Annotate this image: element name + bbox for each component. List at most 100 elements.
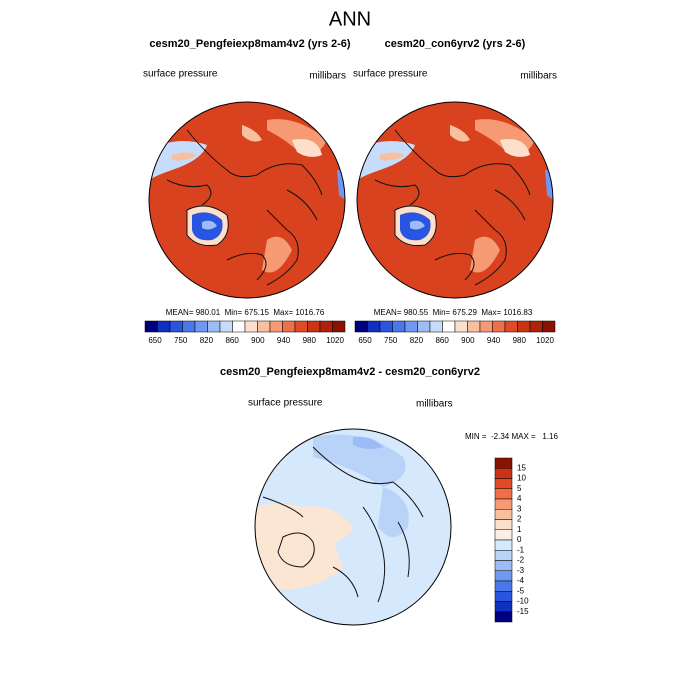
- colorbar-label: 2: [517, 515, 522, 524]
- colorbar: 650 750 820 860 900 940 980 1020: [354, 320, 556, 345]
- stats: MEAN= 980.55 Min= 675.29 Max= 1016.83: [374, 308, 533, 317]
- colorbar-label: 900: [251, 336, 265, 345]
- colorbar-box: [494, 570, 513, 582]
- colorbar-box: [379, 320, 393, 333]
- map: [255, 429, 451, 625]
- units-label: millibars: [309, 71, 346, 82]
- colorbar-box: [367, 320, 381, 333]
- figure-title: ANN: [329, 8, 371, 30]
- panel-title: cesm20_con6yrv2 (yrs 2-6): [385, 38, 526, 50]
- colorbar-box: [529, 320, 543, 333]
- colorbar-box: [332, 320, 346, 333]
- colorbar-box: [494, 601, 513, 612]
- colorbar-box: [169, 320, 183, 333]
- units-label: millibars: [520, 71, 557, 82]
- units-label: millibars: [416, 399, 453, 410]
- colorbar-box: [442, 320, 456, 333]
- colorbar-label: 0: [517, 535, 522, 544]
- colorbar-box: [194, 320, 208, 333]
- colorbar-box: [294, 320, 308, 333]
- colorbar-label: 860: [435, 336, 449, 345]
- colorbar-box: [494, 488, 513, 500]
- colorbar-box: [354, 320, 368, 333]
- colorbar-box: [494, 591, 513, 602]
- colorbar-box: [232, 320, 246, 333]
- colorbar-label: 650: [148, 336, 162, 345]
- colorbar-box: [494, 580, 513, 592]
- colorbar-box: [157, 320, 171, 333]
- colorbar-label: 1020: [536, 336, 554, 345]
- colorbar-box: [494, 498, 513, 510]
- colorbar-box: [517, 320, 531, 333]
- map: [149, 102, 345, 298]
- stats: MIN = -2.34 MAX = 1.16: [465, 432, 558, 441]
- colorbar-box: [182, 320, 196, 333]
- colorbar-box: [494, 611, 513, 623]
- colorbar-box: [504, 320, 518, 333]
- colorbar-box: [417, 320, 431, 333]
- colorbar-label: 980: [513, 336, 527, 345]
- colorbar-label: 5: [517, 484, 522, 493]
- variable-label: surface pressure: [248, 398, 323, 409]
- colorbar-label: 650: [358, 336, 372, 345]
- colorbar-box: [244, 320, 258, 333]
- panel-title: cesm20_Pengfeiexp8mam4v2 (yrs 2-6): [149, 38, 351, 50]
- colorbar-label: 750: [174, 336, 188, 345]
- colorbar-box: [392, 320, 406, 333]
- colorbar-box: [269, 320, 283, 333]
- colorbar-label: 3: [517, 504, 522, 513]
- colorbar-box: [494, 509, 513, 520]
- colorbar-label: 940: [277, 336, 291, 345]
- colorbar-label: 1: [517, 525, 522, 534]
- colorbar-label: -15: [517, 607, 529, 616]
- colorbar-box: [494, 468, 513, 479]
- map-border: [356, 101, 554, 299]
- colorbar-box: [494, 457, 513, 469]
- colorbar-box: [492, 320, 506, 333]
- colorbar-box: [429, 320, 443, 333]
- colorbar-label: 900: [461, 336, 475, 345]
- colorbar-label: 4: [517, 494, 522, 503]
- colorbar-label: 940: [487, 336, 501, 345]
- colorbar-label: 15: [517, 463, 526, 472]
- colorbar-box: [494, 550, 513, 561]
- colorbar-label: 820: [200, 336, 214, 345]
- colorbar-box: [494, 560, 513, 571]
- colorbar: 650 750 820 860 900 940 980 1020: [144, 320, 346, 345]
- colorbar-label: 1020: [326, 336, 344, 345]
- colorbar-box: [494, 478, 513, 489]
- map: [357, 102, 553, 298]
- colorbar-box: [494, 519, 513, 530]
- variable-label: surface pressure: [353, 69, 428, 80]
- colorbar-label: -10: [517, 597, 529, 606]
- colorbar-box: [282, 320, 296, 333]
- colorbar-box: [207, 320, 221, 333]
- colorbar-box: [319, 320, 333, 333]
- map-border: [148, 101, 346, 299]
- panel-title: cesm20_Pengfeiexp8mam4v2 - cesm20_con6yr…: [220, 366, 480, 378]
- stats: MEAN= 980.01 Min= 675.15 Max= 1016.76: [166, 308, 325, 317]
- colorbar-label: 980: [303, 336, 317, 345]
- colorbar-box: [454, 320, 468, 333]
- colorbar-box: [494, 529, 513, 541]
- colorbar-box: [542, 320, 556, 333]
- colorbar-box: [479, 320, 493, 333]
- colorbar-label: 10: [517, 474, 526, 483]
- colorbar-box: [257, 320, 271, 333]
- colorbar-box: [404, 320, 418, 333]
- variable-label: surface pressure: [143, 69, 218, 80]
- colorbar-label: -2: [517, 556, 525, 565]
- colorbar-label: 750: [384, 336, 398, 345]
- colorbar-box: [467, 320, 481, 333]
- colorbar-label: -1: [517, 545, 525, 554]
- colorbar-label: 860: [225, 336, 239, 345]
- colorbar-label: -5: [517, 586, 525, 595]
- colorbar-box: [307, 320, 321, 333]
- colorbar-box: [144, 320, 158, 333]
- colorbar-label: 820: [410, 336, 424, 345]
- colorbar-box: [494, 539, 513, 551]
- colorbar-label: -4: [517, 576, 525, 585]
- colorbar-box: [219, 320, 233, 333]
- map-border: [254, 428, 452, 626]
